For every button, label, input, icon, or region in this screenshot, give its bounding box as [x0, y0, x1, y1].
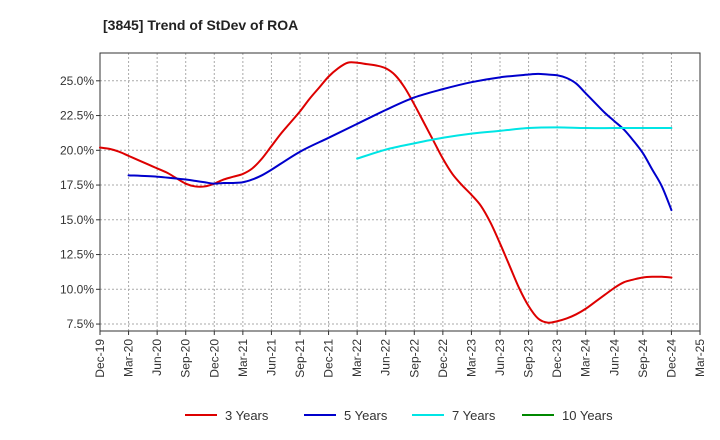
x-tick-label: Dec-20 — [207, 339, 221, 378]
y-tick-label: 7.5% — [67, 317, 95, 331]
x-tick-label: Dec-22 — [436, 339, 450, 378]
x-tick-label: Jun-22 — [379, 339, 393, 376]
axes: Dec-19 Mar-20 Jun-20 Sep-20 Dec-20 Mar-21 Jun-… — [60, 52, 707, 378]
x-tick-label: Mar-20 — [122, 339, 136, 377]
grid — [99, 53, 701, 331]
x-tick-label: Sep-23 — [522, 339, 536, 378]
x-tick-label: Mar-22 — [350, 339, 364, 377]
y-tick-label: 20.0% — [60, 143, 94, 157]
legend-label: 5 Years — [344, 408, 388, 423]
series-lines — [99, 61, 673, 324]
x-tick-label: Sep-24 — [636, 339, 650, 378]
y-tick-label: 10.0% — [60, 282, 94, 296]
y-tick-label: 22.5% — [60, 109, 94, 123]
x-tick-label: Mar-24 — [579, 339, 593, 377]
series-line-7-years — [356, 126, 673, 160]
x-tick-label: Mar-21 — [236, 339, 250, 377]
x-tick-label: Dec-21 — [322, 339, 336, 378]
x-tick-label: Mar-23 — [464, 339, 478, 377]
x-tick-label: Mar-25 — [693, 339, 707, 377]
y-tick-label: 15.0% — [60, 213, 94, 227]
legend: 3 Years 5 Years 7 Years 10 Years — [185, 408, 613, 423]
legend-label: 3 Years — [225, 408, 269, 423]
y-tick-label: 25.0% — [60, 74, 94, 88]
x-tick-label: Jun-21 — [264, 339, 278, 376]
y-tick-label: 17.5% — [60, 178, 94, 192]
y-tick-label: 12.5% — [60, 248, 94, 262]
x-tick-label: Sep-21 — [293, 339, 307, 378]
x-tick-label: Jun-23 — [493, 339, 507, 376]
x-tick-label: Jun-24 — [607, 339, 621, 376]
x-tick-label: Dec-19 — [93, 339, 107, 378]
x-tick-label: Sep-22 — [407, 339, 421, 378]
x-tick-label: Dec-24 — [664, 339, 678, 378]
x-tick-label: Jun-20 — [150, 339, 164, 376]
series-line-3-years — [99, 61, 673, 324]
series-line-5-years — [127, 72, 673, 212]
x-tick-label: Dec-23 — [550, 339, 564, 378]
chart-title: [3845] Trend of StDev of ROA — [103, 17, 299, 33]
plot-area — [100, 53, 700, 331]
plot-border — [99, 52, 701, 332]
legend-label: 7 Years — [452, 408, 496, 423]
x-tick-label: Sep-20 — [179, 339, 193, 378]
legend-label: 10 Years — [562, 408, 613, 423]
